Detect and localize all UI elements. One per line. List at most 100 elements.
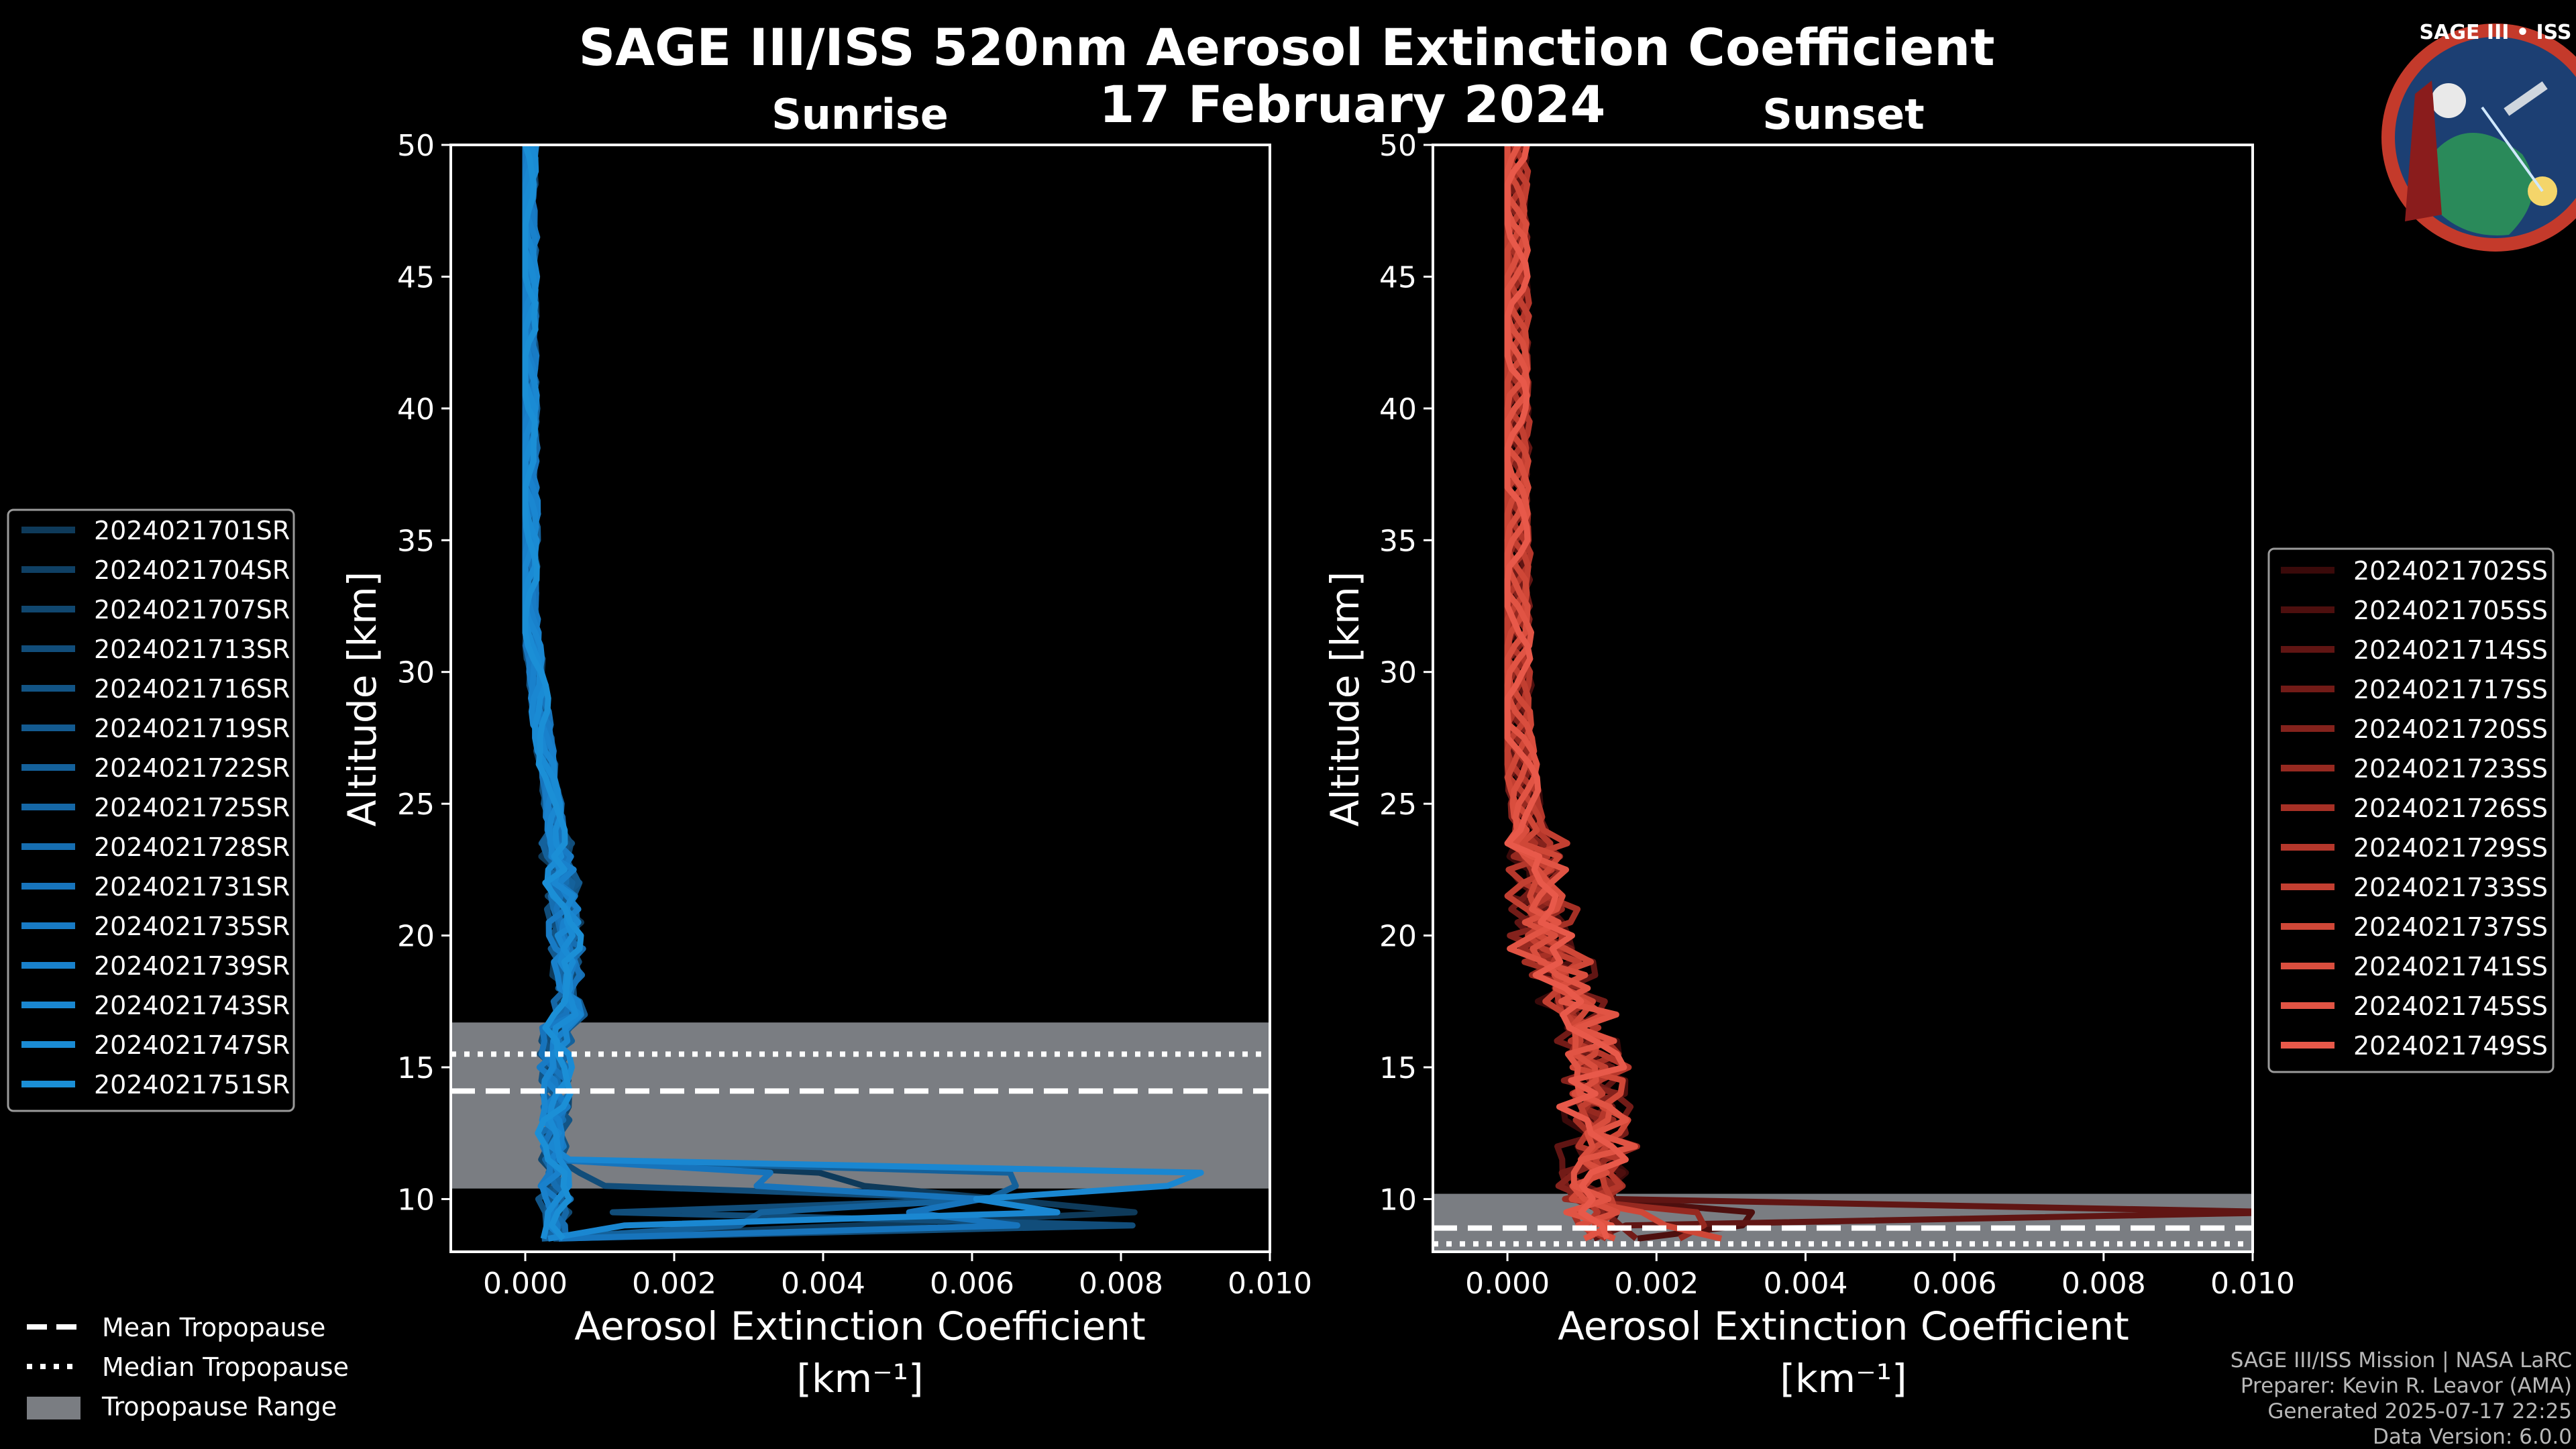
sunset-xtick-label: 0.008	[2061, 1267, 2146, 1301]
sunrise-legend: 2024021701SR 2024021704SR 2024021707SR 2024…	[7, 508, 295, 1112]
sunset-legend-label: 2024021717SS	[2353, 675, 2548, 704]
median-tropopause-label: Median Tropopause	[102, 1352, 349, 1382]
sunrise-ytick-label: 40	[397, 392, 435, 427]
sunrise-legend-label: 2024021751SR	[94, 1070, 290, 1099]
sunset-ytick-label: 10	[1379, 1183, 1417, 1217]
logo-station-icon	[2504, 81, 2548, 116]
credit-line-4: Data Version: 6.0.0	[2373, 1425, 2572, 1449]
sunrise-ytick-label: 20	[397, 920, 435, 954]
sunset-panel-title: Sunset	[1762, 90, 1925, 139]
sunset-legend-label: 2024021737SS	[2353, 912, 2548, 942]
sunrise-xlabel: Aerosol Extinction Coefficient	[574, 1303, 1146, 1349]
sunset-legend-label: 2024021705SS	[2353, 596, 2548, 625]
sunset-series-2024021714SS	[1504, 145, 2253, 1242]
sunrise-legend-label: 2024021731SR	[94, 872, 290, 902]
sunset-ytick-label: 40	[1379, 392, 1417, 427]
sunrise-ylabel: Altitude [km]	[339, 572, 385, 826]
sunrise-ytick-label: 25	[397, 788, 435, 822]
sunrise-legend-label: 2024021725SR	[94, 793, 290, 822]
logo-beam-icon	[2481, 106, 2544, 193]
sunrise-legend-label: 2024021704SR	[94, 555, 290, 585]
figure-date: 17 February 2024	[1099, 74, 1606, 134]
credit-line-3: Generated 2025-07-17 22:25	[2267, 1399, 2572, 1424]
sunrise-legend-label: 2024021701SR	[94, 516, 290, 545]
logo-earth-icon	[2415, 133, 2533, 235]
sunset-legend-entries: 2024021702SS 2024021705SS 2024021714SS 2024…	[2281, 556, 2548, 1061]
sunset-legend-label: 2024021745SS	[2353, 991, 2548, 1021]
sunrise-legend-label: 2024021747SR	[94, 1030, 290, 1060]
sunset-ytick-label: 20	[1379, 920, 1417, 954]
sunset-ytick-label: 30	[1379, 656, 1417, 690]
sunset-legend-label: 2024021749SS	[2353, 1031, 2548, 1061]
sunset-ylabel: Altitude [km]	[1322, 572, 1368, 826]
sunrise-xtick-label: 0.002	[632, 1267, 716, 1301]
sunrise-legend-label: 2024021707SR	[94, 595, 290, 625]
sunrise-legend-frame	[7, 508, 295, 1112]
sunset-xtick-label: 0.004	[1763, 1267, 1847, 1301]
sunset-xtick-label: 0.000	[1465, 1267, 1550, 1301]
sunset-legend: 2024021702SS 2024021705SS 2024021714SS 2024…	[2267, 547, 2555, 1073]
sunset-legend-label: 2024021726SS	[2353, 794, 2548, 823]
sunrise-ytick-label: 35	[397, 524, 435, 558]
credits: SAGE III/ISS Mission | NASA LaRC Prepare…	[2231, 1348, 2572, 1449]
sunset-legend-label: 2024021723SS	[2353, 754, 2548, 784]
mean-tropopause-label: Mean Tropopause	[102, 1313, 325, 1342]
sunrise-ytick-label: 50	[397, 129, 435, 163]
sunset-ytick-label: 35	[1379, 524, 1417, 558]
credit-line-2: Preparer: Kevin R. Leavor (AMA)	[2241, 1374, 2572, 1398]
logo-astronomer-icon	[2405, 80, 2442, 221]
sunset-plot: 0.000 0.002 0.004 0.006 0.008 0.010 10 15 20 25 30…	[1379, 129, 2295, 1301]
sunset-legend-label: 2024021720SS	[2353, 714, 2548, 744]
sunrise-axes-frame	[449, 144, 1271, 1253]
sunrise-panel-title: Sunrise	[771, 90, 949, 139]
sage-iii-iss-logo: SAGE III • ISS	[2381, 21, 2576, 252]
sunset-legend-label: 2024021714SS	[2353, 635, 2548, 665]
sunrise-legend-label: 2024021719SR	[94, 714, 290, 743]
sunrise-xtick-label: 0.006	[930, 1267, 1014, 1301]
sunset-legend-label: 2024021733SS	[2353, 873, 2548, 902]
sunset-axes-frame	[1432, 144, 2254, 1253]
sunset-legend-label: 2024021729SS	[2353, 833, 2548, 863]
sunrise-legend-label: 2024021735SR	[94, 912, 290, 941]
sunrise-xtick-label: 0.008	[1079, 1267, 1163, 1301]
sunrise-xtick-label: 0.010	[1228, 1267, 1312, 1301]
sunset-legend-frame	[2267, 547, 2555, 1073]
figure-title: SAGE III/ISS 520nm Aerosol Extinction Co…	[578, 17, 1994, 77]
sunset-series-2024021749SS	[1504, 145, 1629, 1240]
sunrise-xtick-label: 0.004	[781, 1267, 865, 1301]
sunrise-legend-label: 2024021739SR	[94, 951, 290, 981]
credit-line-1: SAGE III/ISS Mission | NASA LaRC	[2231, 1348, 2572, 1373]
sunrise-series-group	[522, 145, 1204, 1242]
sunrise-legend-label: 2024021722SR	[94, 753, 290, 783]
sunrise-series-2024021747SR	[522, 145, 579, 1240]
sunset-xtick-label: 0.002	[1614, 1267, 1699, 1301]
sunset-series-group	[1504, 145, 2253, 1242]
sunset-ytick-label: 50	[1379, 129, 1417, 163]
sunrise-xunit: [km⁻¹]	[796, 1356, 923, 1401]
tropopause-legend: Mean Tropopause Median Tropopause Tropop…	[27, 1313, 349, 1421]
sunrise-legend-label: 2024021743SR	[94, 991, 290, 1020]
sunrise-plot: 0.000 0.002 0.004 0.006 0.008 0.010 10 15 20 25 30…	[397, 129, 1312, 1301]
sunrise-legend-label: 2024021713SR	[94, 635, 290, 664]
sunrise-legend-label: 2024021716SR	[94, 674, 290, 704]
sunrise-ytick-label: 15	[397, 1051, 435, 1085]
logo-moon-icon	[2431, 83, 2466, 118]
sunset-series-2024021705SS	[1504, 145, 1756, 1242]
sunrise-ytick-label: 30	[397, 656, 435, 690]
tropopause-range-swatch	[27, 1397, 80, 1419]
sunset-legend-label: 2024021741SS	[2353, 952, 2548, 981]
sunrise-ytick-label: 10	[397, 1183, 435, 1217]
sunset-xtick-label: 0.010	[2210, 1267, 2295, 1301]
sunrise-xtick-label: 0.000	[483, 1267, 568, 1301]
sunset-xlabel: Aerosol Extinction Coefficient	[1558, 1303, 2129, 1349]
logo-label: SAGE III • ISS	[2420, 21, 2572, 44]
sunset-ytick-label: 25	[1379, 788, 1417, 822]
sunset-xunit: [km⁻¹]	[1780, 1356, 1907, 1401]
sunset-xtick-label: 0.006	[1913, 1267, 1997, 1301]
tropopause-range-label: Tropopause Range	[101, 1392, 337, 1421]
sunset-ytick-label: 15	[1379, 1051, 1417, 1085]
sunrise-ytick-label: 45	[397, 260, 435, 294]
sunset-legend-label: 2024021702SS	[2353, 556, 2548, 586]
sunset-ytick-label: 45	[1379, 260, 1417, 294]
